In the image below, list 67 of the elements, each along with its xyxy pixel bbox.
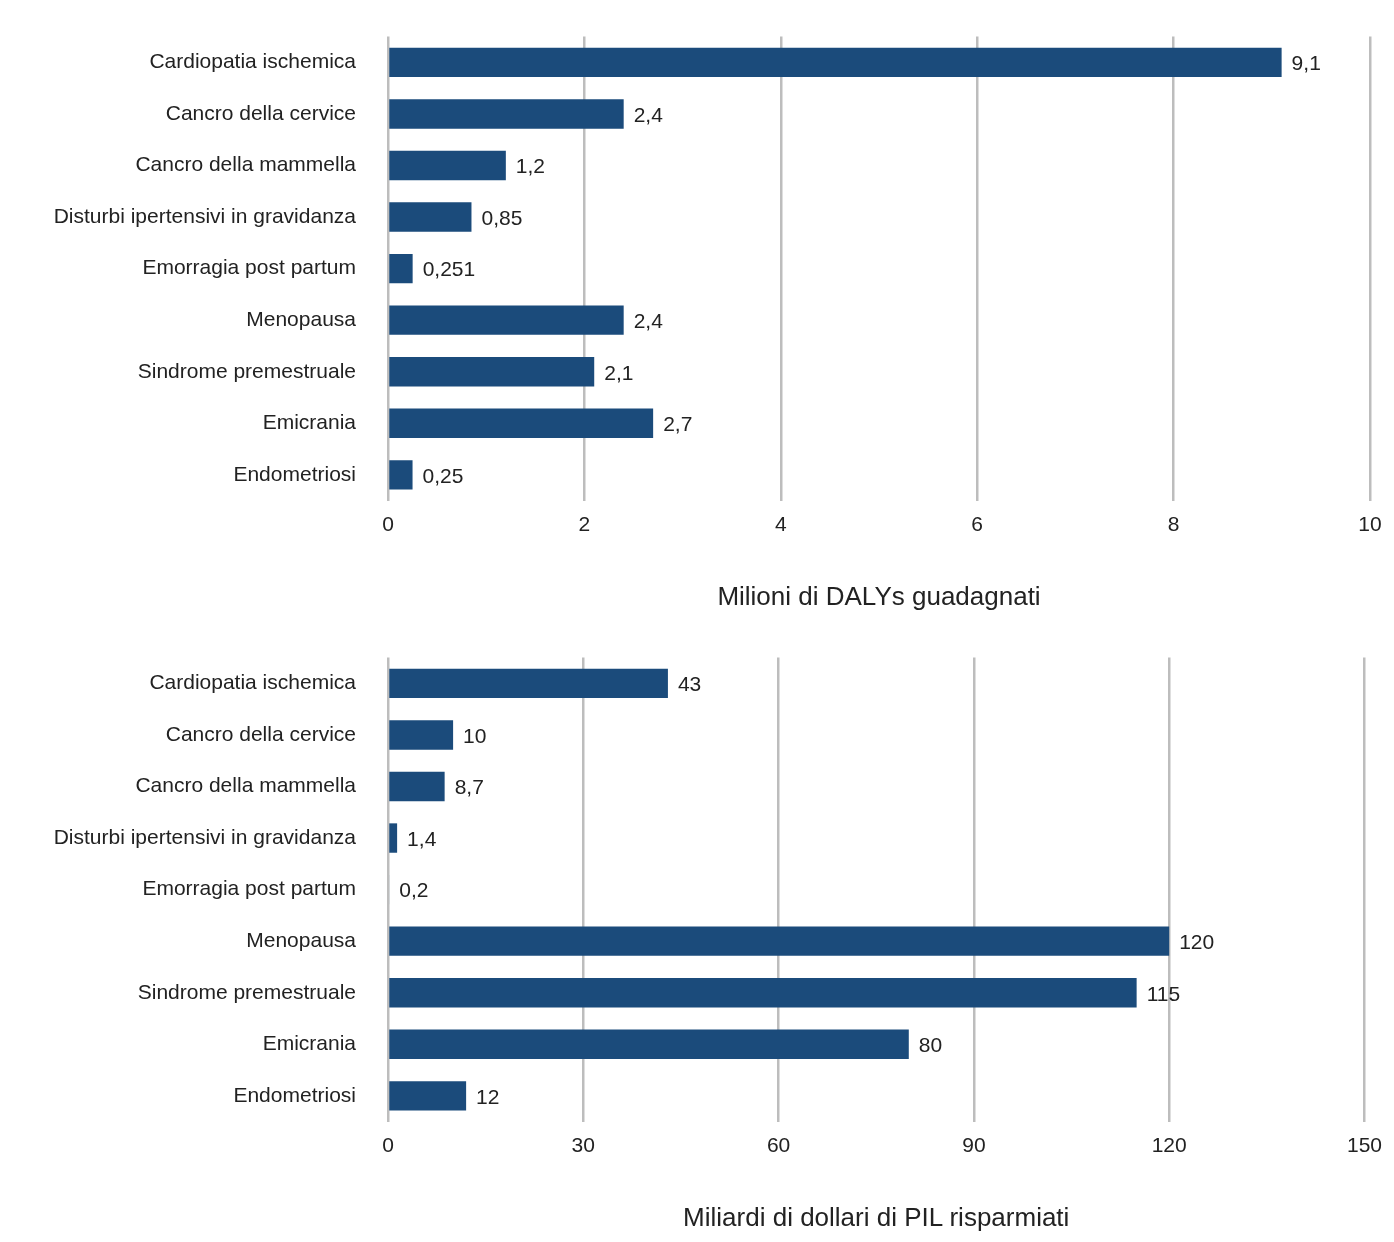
y-tick-label: Emicrania: [262, 410, 357, 434]
bar: [389, 357, 595, 387]
bar: [389, 1029, 909, 1059]
data-label: 43: [677, 672, 702, 696]
x-axis-title: Miliardi di dollari di PIL risparmiati: [683, 1201, 1070, 1232]
x-tick-label: 0: [382, 1133, 394, 1156]
x-tick-label: 0: [382, 512, 394, 535]
y-tick-label: Endometriosi: [233, 1082, 356, 1106]
x-tick-label: 30: [571, 1133, 595, 1156]
bar: [389, 720, 454, 750]
y-tick-label: Sindrome premestruale: [137, 358, 356, 382]
data-label: 0,85: [481, 205, 523, 229]
y-tick-label: Cancro della cervice: [165, 721, 356, 745]
data-label: 12: [476, 1084, 500, 1108]
y-tick-label: Emicrania: [262, 1031, 357, 1055]
data-label: 115: [1146, 981, 1181, 1005]
bar: [389, 460, 413, 490]
bar: [389, 771, 445, 802]
y-tick-label: Sindrome premestruale: [137, 979, 356, 1003]
data-label: 8,7: [454, 775, 484, 799]
data-label: 1,4: [407, 826, 437, 850]
data-label: 80: [918, 1033, 943, 1057]
data-label: 9,1: [1291, 51, 1321, 75]
y-tick-label: Disturbi ipertensivi in gravidanza: [53, 203, 357, 227]
bar: [389, 1081, 467, 1111]
x-tick-label: 90: [962, 1133, 986, 1156]
bar: [389, 202, 472, 232]
bar: [389, 823, 398, 853]
data-label: 2,4: [633, 308, 664, 332]
y-tick-label: Cancro della cervice: [165, 100, 356, 124]
x-tick-label: 10: [1358, 512, 1382, 535]
x-tick-label: 150: [1346, 1133, 1382, 1156]
y-tick-label: Emorragia post partum: [142, 255, 356, 279]
bar: [389, 305, 624, 335]
x-tick-label: 120: [1151, 1133, 1187, 1156]
x-tick-label: 60: [766, 1133, 791, 1156]
x-tick-label: 6: [971, 512, 984, 535]
y-tick-label: Menopausa: [246, 927, 357, 951]
data-label: 10: [463, 723, 487, 747]
data-label: 120: [1179, 929, 1215, 953]
data-label: 1,2: [515, 154, 546, 178]
bar: [389, 926, 1170, 956]
x-tick-label: 2: [578, 512, 591, 535]
bar: [389, 253, 413, 284]
x-tick-label: 4: [774, 512, 787, 535]
y-tick-label: Cancro della mammella: [135, 152, 357, 176]
y-tick-label: Cancro della mammella: [135, 773, 357, 797]
data-label: 0,2: [399, 878, 429, 902]
y-tick-label: Disturbi ipertensivi in gravidanza: [53, 824, 357, 848]
x-axis-title: Milioni di DALYs guadagnati: [717, 580, 1041, 611]
bar: [389, 150, 506, 181]
data-label: 2,7: [663, 412, 693, 436]
data-label: 0,25: [422, 463, 464, 487]
y-tick-label: Cardiopatia ischemica: [149, 49, 357, 73]
y-tick-label: Menopausa: [246, 306, 357, 330]
bar: [389, 99, 624, 129]
data-label: 0,251: [422, 257, 476, 281]
bar: [389, 47, 1282, 78]
x-tick-label: 8: [1167, 512, 1180, 535]
bar: [389, 978, 1137, 1008]
data-label: 2,1: [604, 360, 634, 384]
y-tick-label: Emorragia post partum: [142, 876, 356, 900]
bar: [389, 408, 654, 438]
data-label: 2,4: [633, 102, 664, 126]
bar: [389, 668, 668, 699]
y-tick-label: Endometriosi: [233, 461, 356, 485]
y-tick-label: Cardiopatia ischemica: [149, 670, 357, 694]
